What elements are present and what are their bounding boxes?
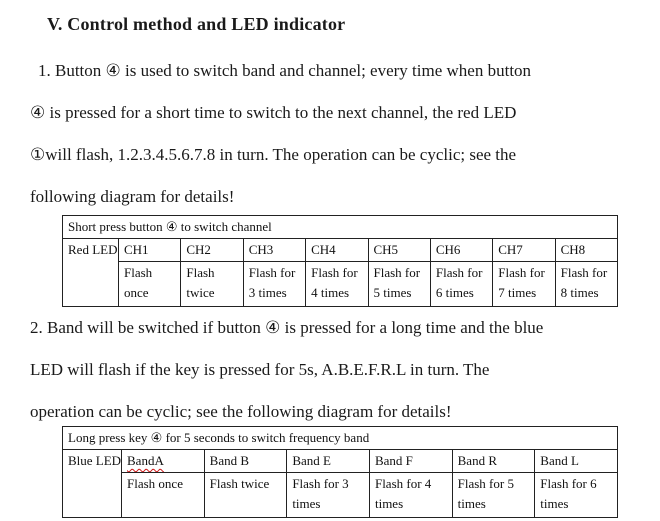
table-cell: Flash for 3 times: [242, 261, 307, 307]
table-cell: BandA: [121, 449, 205, 473]
table-row: Long press key ④ for 5 seconds to switch…: [62, 426, 618, 450]
band-a-label: BandA: [127, 453, 164, 468]
table-cell: Flash for 6 times: [534, 472, 618, 518]
table-cell: CH8: [554, 238, 619, 262]
table-row: Red LED CH1 CH2 CH3 CH4 CH5 CH6 CH7 CH8: [62, 238, 619, 307]
table-row: Flash once Flash twice Flash for 3 times…: [63, 261, 619, 307]
table-cell: Flash once: [117, 261, 182, 307]
table-row: Short press button ④ to switch channel: [62, 215, 618, 239]
table-cell: Flash for 6 times: [429, 261, 494, 307]
table-row: Flash once Flash twice Flash for 3 times…: [63, 472, 618, 518]
table-cell: Flash for 4 times: [305, 261, 369, 307]
table-cell: Flash twice: [203, 472, 288, 518]
paragraph-2-line-2: LED will flash if the key is pressed for…: [30, 360, 490, 379]
table-cell: Band B: [203, 449, 288, 473]
table-cell: CH4: [305, 238, 369, 262]
table-cell: Flash for 3 times: [286, 472, 370, 518]
paragraph-2-line-1: 2. Band will be switched if button ④ is …: [30, 318, 544, 337]
paragraph-1-line-2: ④ is pressed for a short time to switch …: [30, 103, 517, 122]
table-cell: CH3: [242, 238, 307, 262]
band-table-caption: Long press key ④ for 5 seconds to switch…: [62, 426, 618, 450]
paragraph-2: 2. Band will be switched if button ④ is …: [30, 307, 640, 433]
section-title: V. Control method and LED indicator: [47, 14, 346, 34]
table-row: Blue LED BandA Band B Band E Band F Band…: [62, 449, 618, 518]
paragraph-1-line-1: 1. Button ④ is used to switch band and c…: [38, 61, 532, 80]
table-cell: CH7: [492, 238, 556, 262]
paragraph-2-line-3: operation can be cyclic; see the followi…: [30, 402, 452, 421]
table-cell: CH5: [367, 238, 431, 262]
table-cell: Flash for 7 times: [492, 261, 556, 307]
table-cell: Band L: [534, 449, 618, 473]
table-cell: Band R: [451, 449, 536, 473]
table-cell: Flash for 5 times: [367, 261, 431, 307]
table-cell: Band E: [286, 449, 370, 473]
paragraph-1-line-3: ①will flash, 1.2.3.4.5.6.7.8 in turn. Th…: [30, 145, 517, 164]
table-cell: CH6: [429, 238, 494, 262]
table-cell: Flash for 8 times: [554, 261, 619, 307]
table-cell: Flash for 5 times: [451, 472, 536, 518]
channel-table: Short press button ④ to switch channel R…: [62, 215, 619, 307]
table-cell: Flash once: [121, 472, 205, 518]
table-cell: Flash twice: [180, 261, 244, 307]
table-cell: CH1: [117, 238, 182, 262]
channel-table-row-label: Red LED: [62, 238, 119, 307]
paragraph-1: 1. Button ④ is used to switch band and c…: [30, 50, 640, 218]
channel-table-caption: Short press button ④ to switch channel: [62, 215, 618, 239]
band-table-row-label: Blue LED: [62, 449, 122, 518]
band-table: Long press key ④ for 5 seconds to switch…: [62, 426, 618, 518]
table-cell: CH2: [180, 238, 244, 262]
table-cell: Flash for 4 times: [368, 472, 453, 518]
paragraph-1-line-4: following diagram for details!: [30, 187, 235, 206]
table-cell: Band F: [368, 449, 453, 473]
